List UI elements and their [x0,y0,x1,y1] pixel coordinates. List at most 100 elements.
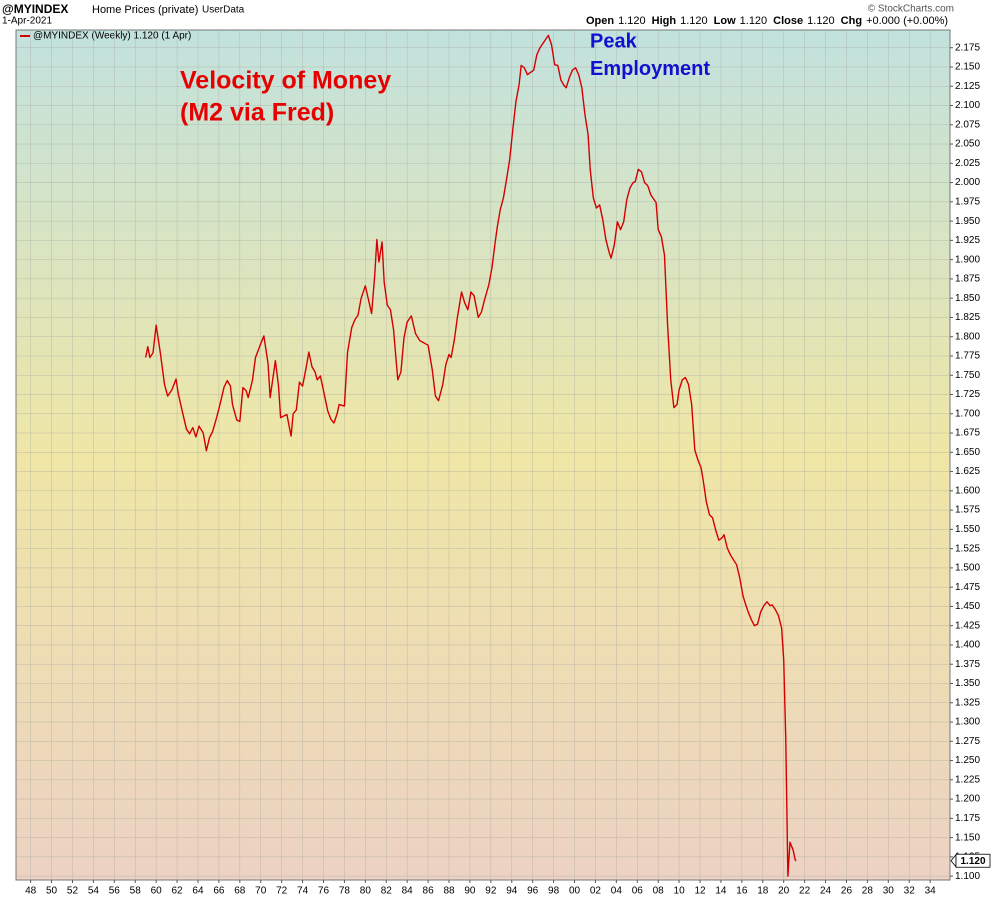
x-tick-label: 78 [339,886,351,897]
y-tick-label: 1.450 [955,601,980,612]
y-tick-label: 1.525 [955,543,980,554]
x-tick-label: 08 [653,886,665,897]
y-tick-label: 2.050 [955,139,980,150]
x-tick-label: 74 [297,886,309,897]
x-tick-label: 10 [674,886,686,897]
x-tick-label: 48 [25,886,37,897]
quote-label: Low [714,15,736,27]
y-tick-label: 1.500 [955,563,980,574]
x-tick-label: 80 [360,886,372,897]
y-tick-label: 1.850 [955,293,980,304]
y-tick-label: 1.575 [955,505,980,516]
y-tick-label: 1.225 [955,774,980,785]
x-tick-label: 12 [694,886,706,897]
y-tick-label: 1.950 [955,216,980,227]
y-tick-label: 2.000 [955,177,980,188]
y-tick-label: 1.325 [955,697,980,708]
legend-entry: @MYINDEX (Weekly) 1.120 (1 Apr) [33,31,191,42]
y-tick-label: 2.150 [955,62,980,73]
x-tick-label: 30 [883,886,895,897]
y-tick-label: 1.725 [955,389,980,400]
quote-label: Close [773,15,803,27]
x-tick-label: 86 [423,886,435,897]
y-tick-label: 2.125 [955,81,980,92]
x-tick-label: 28 [862,886,874,897]
y-tick-label: 1.150 [955,832,980,843]
y-tick-label: 1.900 [955,254,980,265]
last-value-label: 1.120 [960,856,985,867]
x-tick-label: 24 [820,886,832,897]
x-tick-label: 90 [464,886,476,897]
x-tick-label: 34 [925,886,937,897]
x-tick-label: 22 [799,886,811,897]
x-tick-label: 18 [757,886,769,897]
x-tick-label: 60 [151,886,163,897]
quote-value: 1.120 [807,15,835,27]
y-tick-label: 1.750 [955,370,980,381]
x-tick-label: 92 [485,886,497,897]
y-tick-label: 1.550 [955,524,980,535]
quote-value: 1.120 [680,15,708,27]
quote-label: Open [586,15,614,27]
x-tick-label: 16 [736,886,748,897]
y-tick-label: 2.175 [955,42,980,53]
y-tick-label: 1.425 [955,620,980,631]
annotation: Employment [590,58,710,80]
x-tick-label: 58 [130,886,142,897]
y-tick-label: 1.875 [955,274,980,285]
x-tick-label: 72 [276,886,288,897]
quote-label: High [652,15,677,27]
annotation: Velocity of Money [180,67,391,95]
x-tick-label: 82 [381,886,393,897]
y-tick-label: 1.700 [955,408,980,419]
x-tick-label: 00 [569,886,581,897]
y-tick-label: 1.100 [955,871,980,882]
x-tick-label: 04 [611,886,623,897]
x-tick-label: 68 [234,886,246,897]
y-tick-label: 1.400 [955,640,980,651]
x-tick-label: 56 [109,886,121,897]
x-tick-label: 96 [527,886,539,897]
date: 1-Apr-2021 [2,16,52,27]
x-tick-label: 64 [192,886,204,897]
x-tick-label: 94 [506,886,518,897]
annotation: (M2 via Fred) [180,99,334,127]
y-tick-label: 1.675 [955,428,980,439]
source: UserData [202,5,245,16]
y-tick-label: 1.275 [955,736,980,747]
y-tick-label: 1.625 [955,466,980,477]
series-line [145,34,797,877]
subtitle: Home Prices (private) [92,4,198,16]
x-tick-label: 98 [548,886,560,897]
quote-value: 1.120 [740,15,768,27]
y-tick-label: 1.350 [955,678,980,689]
y-tick-label: 1.375 [955,659,980,670]
x-tick-label: 62 [172,886,184,897]
y-tick-label: 1.650 [955,447,980,458]
annotation: Peak [590,30,638,52]
y-tick-label: 1.775 [955,351,980,362]
x-tick-label: 76 [318,886,330,897]
quote-value: +0.000 (+0.00%) [866,15,948,27]
quote-label: Chg [841,15,862,27]
quote-value: 1.120 [618,15,646,27]
credit: © StockCharts.com [868,4,954,15]
x-tick-label: 66 [213,886,225,897]
x-tick-label: 02 [590,886,602,897]
x-tick-label: 50 [46,886,58,897]
last-value-box [955,853,991,868]
y-tick-label: 1.250 [955,755,980,766]
x-tick-label: 06 [632,886,644,897]
y-tick-label: 1.975 [955,196,980,207]
symbol: @MYINDEX [2,2,68,16]
x-tick-label: 32 [904,886,916,897]
x-tick-label: 84 [402,886,414,897]
x-tick-label: 70 [255,886,267,897]
y-tick-label: 1.925 [955,235,980,246]
y-tick-label: 1.175 [955,813,980,824]
x-tick-label: 52 [67,886,79,897]
grid [16,30,950,880]
y-tick-label: 1.200 [955,794,980,805]
